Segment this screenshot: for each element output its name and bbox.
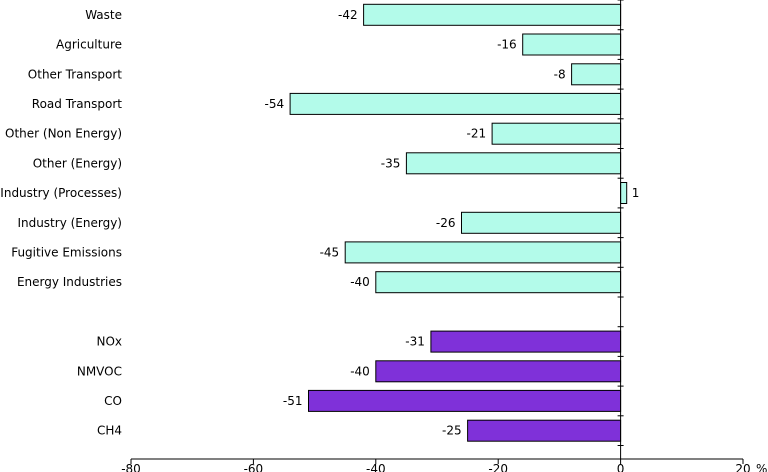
x-tick-label: -60 (244, 462, 264, 472)
value-label: -31 (405, 335, 425, 349)
bar-waste (363, 3, 622, 26)
category-label: Road Transport (32, 97, 123, 111)
x-axis-unit-label: % (756, 462, 767, 472)
value-label: -8 (554, 67, 566, 81)
bar-fugitive-emissions (344, 241, 622, 264)
value-label: -51 (283, 394, 303, 408)
category-label: Agriculture (56, 38, 122, 52)
value-label: -40 (350, 275, 370, 289)
category-label: CH4 (97, 424, 122, 438)
category-label: Fugitive Emissions (11, 245, 122, 259)
value-label: -40 (350, 364, 370, 378)
value-label: -21 (466, 127, 486, 141)
category-label: Waste (85, 8, 122, 22)
category-label: Industry (Processes) (0, 186, 122, 200)
axis-layer: -80 -60 -40 -20 0 20 (121, 0, 751, 472)
category-label: CO (104, 394, 122, 408)
x-tick-label: -80 (121, 462, 141, 472)
bar-ch4 (467, 419, 622, 442)
value-label: -35 (381, 156, 401, 170)
bar-industry-energy (461, 211, 622, 234)
value-label: -16 (497, 38, 517, 52)
bar-industry-processes (620, 182, 628, 204)
x-tick-label: 20 (735, 462, 750, 472)
bar-other-transport (571, 63, 622, 86)
category-label: Other (Energy) (33, 156, 122, 170)
bar-road-transport (289, 92, 622, 115)
category-label: Energy Industries (17, 275, 122, 289)
bar-energy-industries (375, 271, 622, 294)
category-label: Other (Non Energy) (5, 127, 122, 141)
category-label: NMVOC (77, 364, 122, 378)
bar-nox (430, 330, 622, 353)
value-label: -54 (264, 97, 284, 111)
value-label: -26 (436, 216, 456, 230)
labels-layer: Waste -42 Agriculture -16 Other Transport -8 R… (0, 8, 639, 438)
x-tick-label: -20 (488, 462, 508, 472)
value-label: -45 (320, 245, 340, 259)
bar-other-non-energy (491, 122, 622, 145)
bars-layer (289, 3, 628, 442)
category-label: NOx (96, 335, 122, 349)
value-label: -25 (442, 424, 462, 438)
x-tick-label: 0 (617, 462, 625, 472)
category-label: Industry (Energy) (17, 216, 122, 230)
category-label: Other Transport (28, 67, 122, 81)
bar-co (308, 389, 622, 412)
value-label: 1 (632, 186, 640, 200)
bar-agriculture (522, 33, 622, 56)
bar-nmvoc (375, 360, 622, 383)
x-tick-label: -40 (366, 462, 386, 472)
bar-other-energy (405, 152, 622, 175)
value-label: -42 (338, 8, 358, 22)
